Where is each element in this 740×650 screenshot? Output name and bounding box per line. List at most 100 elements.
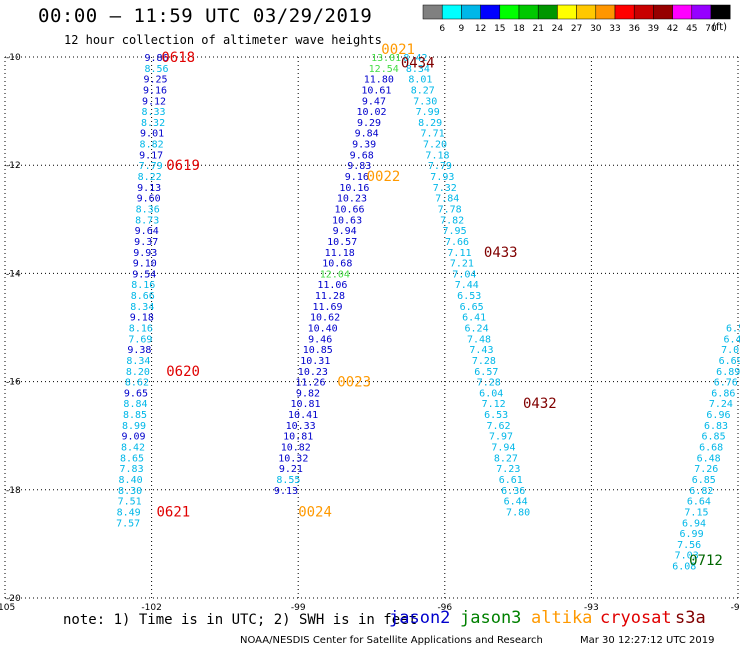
data-point-label: 9.65	[124, 388, 148, 399]
data-point-label: 6.99	[680, 529, 704, 540]
x-tick-label: -102	[141, 603, 161, 613]
data-point-label: 9.21	[279, 464, 303, 475]
data-point-label: 6.94	[682, 518, 706, 529]
data-point-label: 6.08	[672, 562, 696, 573]
data-point-label: 6.36	[501, 486, 525, 497]
track-time-label: 0712	[689, 553, 723, 569]
data-point-label: 8.16	[129, 324, 153, 335]
colorbar-swatch	[653, 4, 673, 20]
data-point-label: 6.61	[499, 475, 523, 486]
colorbar-label: 45	[686, 24, 697, 34]
x-tick-label: -105	[0, 603, 15, 613]
track-time-label: 0433	[484, 245, 518, 261]
data-point-label: 9.38	[127, 345, 151, 356]
data-point-label: 6.68	[699, 443, 723, 454]
data-point-label: 9.13	[274, 486, 298, 497]
y-tick-label: -12	[6, 161, 21, 171]
data-point-label: 7.79	[139, 161, 163, 172]
track-time-label: 0619	[166, 158, 200, 174]
data-point-label: 10.02	[356, 107, 386, 118]
x-tick-label: -90	[731, 603, 740, 613]
data-point-label: 10.31	[300, 356, 330, 367]
colorbar-swatch	[499, 4, 520, 20]
data-point-label: 8.27	[494, 453, 518, 464]
data-point-label: 6.85	[692, 475, 716, 486]
credit-line: NOAA/NESDIS Center for Satellite Applica…	[240, 635, 543, 646]
data-point-label: 9.64	[135, 226, 159, 237]
data-point-label: 9.39	[352, 140, 376, 151]
data-point-label: 10.41	[288, 410, 318, 421]
data-point-label: 9.18	[130, 313, 154, 324]
legend-altika: altika	[531, 608, 593, 628]
data-point-label: 8.82	[140, 140, 164, 151]
data-point-label: 8.40	[119, 475, 143, 486]
colorbar-label: 6	[439, 24, 445, 34]
y-tick-label: -16	[6, 378, 21, 388]
data-point-label: 11.06	[317, 280, 347, 291]
colorbar-swatch	[691, 4, 712, 20]
data-point-label: 9.01	[140, 129, 164, 140]
colorbar-label: 42	[667, 24, 678, 34]
colorbar-swatch	[422, 4, 443, 20]
data-point-label: 10.23	[298, 367, 328, 378]
colorbar-label: 33	[609, 24, 620, 34]
data-point-label: 6.76	[714, 378, 738, 389]
data-point-label: 7.94	[491, 443, 515, 454]
data-point-label: 9.17	[139, 150, 163, 161]
data-point-label: 6.82	[689, 486, 713, 497]
data-point-label: 7.51	[118, 497, 142, 508]
data-point-label: 6.96	[706, 410, 730, 421]
track-time-label: 0621	[156, 504, 190, 520]
data-point-label: 7.66	[445, 237, 469, 248]
colorbar-label: 36	[628, 24, 640, 34]
colorbar-label: 27	[571, 24, 582, 34]
colorbar-label: 18	[513, 24, 525, 34]
data-point-label: 10.32	[278, 453, 308, 464]
colorbar-label: 15	[494, 24, 505, 34]
data-point-label: 10.57	[327, 237, 357, 248]
data-point-label: 7.30	[413, 96, 437, 107]
data-point-label: 7.03	[675, 551, 699, 562]
data-point-label: 9.47	[362, 96, 386, 107]
data-point-label: 8.42	[403, 53, 427, 64]
colorbar-swatch	[576, 4, 597, 20]
data-point-label: 9.68	[350, 150, 374, 161]
track-time-label: 0021	[381, 42, 415, 58]
data-point-label: 6.24	[465, 324, 489, 335]
data-point-label: 9.25	[143, 75, 167, 86]
data-point-label: 10.85	[303, 345, 333, 356]
data-point-label: 6.41	[462, 313, 486, 324]
data-point-label: 10.81	[283, 432, 313, 443]
data-point-label: 6.53	[457, 291, 481, 302]
data-point-label: 11.69	[312, 302, 342, 313]
legend-jason3: jason3	[460, 608, 522, 628]
data-point-label: 7.99	[416, 107, 440, 118]
data-point-label: 10.33	[286, 421, 316, 432]
data-point-label: 7.56	[677, 540, 701, 551]
data-point-label: 7.69	[128, 334, 152, 345]
colorbar-swatch	[441, 4, 462, 20]
legend-jason2: jason2	[389, 608, 451, 628]
x-tick-label: -99	[291, 603, 306, 613]
data-point-label: 7.32	[433, 183, 457, 194]
legend-s3a: s3a	[675, 608, 706, 628]
legend-cryosat: cryosat	[600, 608, 672, 628]
data-point-label: 7.84	[435, 194, 459, 205]
data-point-label: 12.04	[320, 269, 350, 280]
colorbar-label: 39	[648, 24, 660, 34]
data-point-label: 8.66	[131, 291, 155, 302]
data-point-label: 7.78	[438, 204, 462, 215]
data-point-label: 9.13	[137, 183, 161, 194]
data-point-label: 8.16	[131, 280, 155, 291]
data-point-label: 8.20	[126, 367, 150, 378]
data-point-label: 7.82	[440, 215, 464, 226]
data-point-label: 9.54	[132, 269, 156, 280]
y-tick-label: -18	[6, 486, 21, 496]
track-time-label: 0023	[337, 375, 371, 391]
data-point-label: 9.46	[308, 334, 332, 345]
data-point-label: 9.86	[144, 53, 168, 64]
data-point-label: 7.15	[684, 507, 708, 518]
track-time-label: 0024	[298, 504, 332, 520]
x-tick-label: -96	[437, 603, 452, 613]
data-point-label: 9.82	[296, 388, 320, 399]
